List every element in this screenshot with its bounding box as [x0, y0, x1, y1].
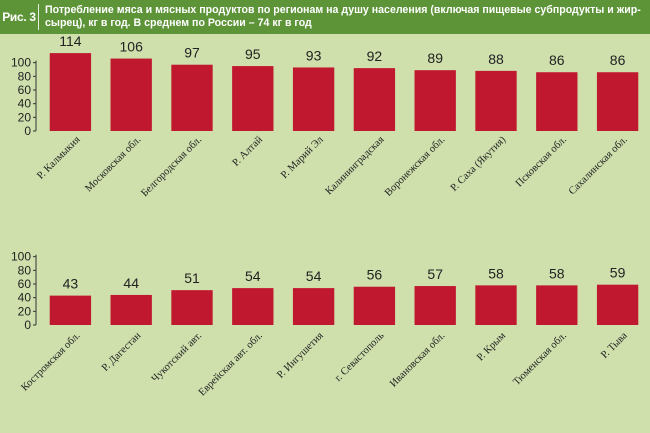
category-label: Р. Дагестан	[100, 330, 144, 374]
y-tick-label: 20	[18, 304, 32, 318]
category-label: Р. Тыва	[599, 330, 630, 361]
category-label: Калининградская	[324, 134, 387, 197]
data-label: 59	[610, 265, 626, 281]
bar	[110, 294, 152, 325]
data-label: 56	[367, 267, 383, 283]
category-label: г. Севастополь	[333, 330, 387, 384]
data-label: 58	[488, 265, 504, 281]
y-tick-label: 60	[18, 277, 32, 291]
bar	[232, 288, 274, 325]
category-label: Р. Ингушетия	[275, 330, 326, 381]
bar	[596, 284, 639, 325]
data-label: 44	[123, 275, 139, 291]
data-label: 43	[63, 276, 79, 292]
y-tick-label: 100	[11, 250, 31, 264]
category-label: Еврейская авт. обл.	[197, 330, 265, 398]
category-label: Чукотский авт.	[150, 330, 204, 384]
y-tick-label: 40	[18, 291, 32, 305]
bar	[596, 72, 639, 131]
y-tick-label: 80	[18, 263, 32, 277]
data-label: 54	[245, 268, 261, 284]
data-label: 58	[549, 265, 565, 281]
bar	[536, 72, 578, 131]
figure-label: Рис. 3	[2, 10, 36, 24]
data-label: 54	[306, 268, 322, 284]
data-label: 86	[549, 52, 565, 68]
bar	[232, 66, 274, 131]
category-label: Тюменская обл.	[511, 330, 569, 388]
data-label: 88	[488, 51, 504, 67]
bar	[292, 67, 335, 131]
y-tick-label: 60	[18, 83, 32, 97]
bar	[49, 53, 92, 131]
y-tick-label: 80	[18, 69, 32, 83]
category-label: Ивановская обл.	[388, 330, 447, 389]
bar	[536, 285, 578, 325]
category-label: Р. Саха (Якутия)	[449, 134, 509, 194]
bar	[171, 64, 213, 131]
category-label: Р. Марий Эл	[279, 134, 326, 181]
category-label: Воронежская обл.	[383, 134, 447, 198]
category-label: Р. Алтай	[231, 134, 266, 169]
bar	[110, 58, 152, 131]
data-label: 93	[306, 47, 322, 63]
category-label: Р. Крым	[475, 330, 508, 363]
data-label: 89	[427, 50, 443, 66]
bar	[292, 288, 335, 325]
bar	[171, 290, 213, 325]
bar	[49, 295, 92, 325]
y-tick-label: 0	[24, 318, 31, 332]
data-label: 106	[120, 39, 144, 55]
y-tick-label: 20	[18, 110, 32, 124]
bar	[414, 70, 456, 131]
y-tick-label: 40	[18, 97, 32, 111]
bar	[353, 286, 396, 325]
header-divider	[38, 4, 39, 30]
category-label: Белгородская обл.	[139, 134, 204, 199]
category-label: Сахалинская обл.	[567, 134, 630, 197]
data-label: 86	[610, 52, 626, 68]
data-label: 97	[184, 45, 200, 61]
bar	[475, 70, 517, 131]
y-tick-label: 0	[24, 124, 31, 138]
data-label: 95	[245, 46, 261, 62]
category-label: Московская обл.	[83, 134, 143, 194]
category-label: Псковская обл.	[514, 134, 569, 189]
y-tick-label: 100	[11, 56, 31, 70]
figure-header: Рис. 3 Потребление мяса и мясных продукт…	[0, 0, 650, 34]
bar	[475, 285, 517, 325]
data-label: 57	[427, 266, 443, 282]
data-label: 92	[367, 48, 383, 64]
category-label: Костромская обл.	[19, 330, 82, 393]
bar	[414, 286, 456, 325]
data-label: 114	[59, 33, 82, 49]
data-label: 51	[184, 270, 200, 286]
bar	[353, 68, 396, 131]
chart-title: Потребление мяса и мясных продуктов по р…	[45, 4, 641, 29]
category-label: Р. Калмыкия	[35, 134, 82, 181]
